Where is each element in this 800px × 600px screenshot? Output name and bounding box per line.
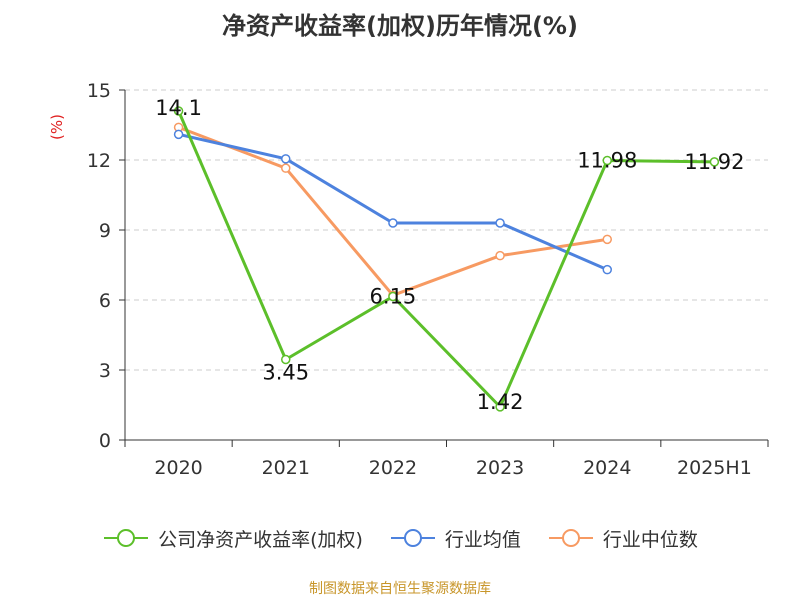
legend: 公司净资产收益率(加权) 行业均值 行业中位数 [0, 520, 800, 556]
y-tick-label: 9 [99, 220, 111, 242]
data-point [173, 129, 184, 140]
data-label: 11.98 [577, 148, 637, 172]
x-tick-label: 2025H1 [677, 457, 752, 479]
data-point [495, 402, 505, 412]
data-point [602, 155, 612, 166]
series-line [177, 110, 715, 409]
data-label: 14.1 [155, 96, 202, 120]
y-tick-label: 0 [99, 430, 111, 452]
data-point [709, 157, 720, 167]
legend-line-marker-icon [104, 529, 149, 547]
legend-line-marker-icon [390, 529, 435, 547]
y-axis-label: (%) [48, 114, 66, 140]
data-point [602, 264, 612, 275]
chart-title: 净资产收益率(加权)历年情况(%) [222, 12, 578, 40]
x-tick-label: 2021 [262, 457, 310, 479]
legend-label: 公司净资产收益率(加权) [158, 528, 363, 551]
legend-label: 行业均值 [444, 528, 521, 551]
data-point [173, 106, 184, 116]
data-point [281, 163, 291, 173]
data-point [495, 250, 505, 261]
x-tick-label: 2020 [154, 457, 202, 479]
data-point [281, 354, 291, 365]
legend-item: 行业中位数 [547, 525, 698, 552]
legend-label: 行业中位数 [602, 528, 698, 551]
x-tick-label: 2023 [476, 457, 524, 479]
data-point [281, 154, 291, 164]
data-source-note: 制图数据来自恒生聚源数据库 [309, 581, 491, 597]
y-tick-label: 15 [87, 80, 111, 102]
data-label: 3.45 [262, 361, 309, 385]
legend-item: 行业均值 [389, 525, 521, 552]
data-point [388, 291, 398, 302]
x-tick-label: 2024 [583, 457, 631, 479]
data-point [388, 218, 398, 228]
data-point [602, 234, 612, 245]
data-label: 11.92 [684, 150, 744, 174]
data-label: 6.15 [370, 285, 417, 309]
y-tick-label: 3 [99, 360, 111, 382]
legend-line-marker-icon [548, 529, 593, 547]
series-line [178, 125, 608, 297]
data-label: 1.42 [477, 390, 524, 414]
x-tick-label: 2022 [369, 457, 417, 479]
y-tick-label: 6 [99, 290, 111, 312]
y-tick-label: 12 [87, 150, 111, 172]
data-point [495, 218, 505, 228]
legend-item: 公司净资产收益率(加权) [102, 525, 363, 552]
